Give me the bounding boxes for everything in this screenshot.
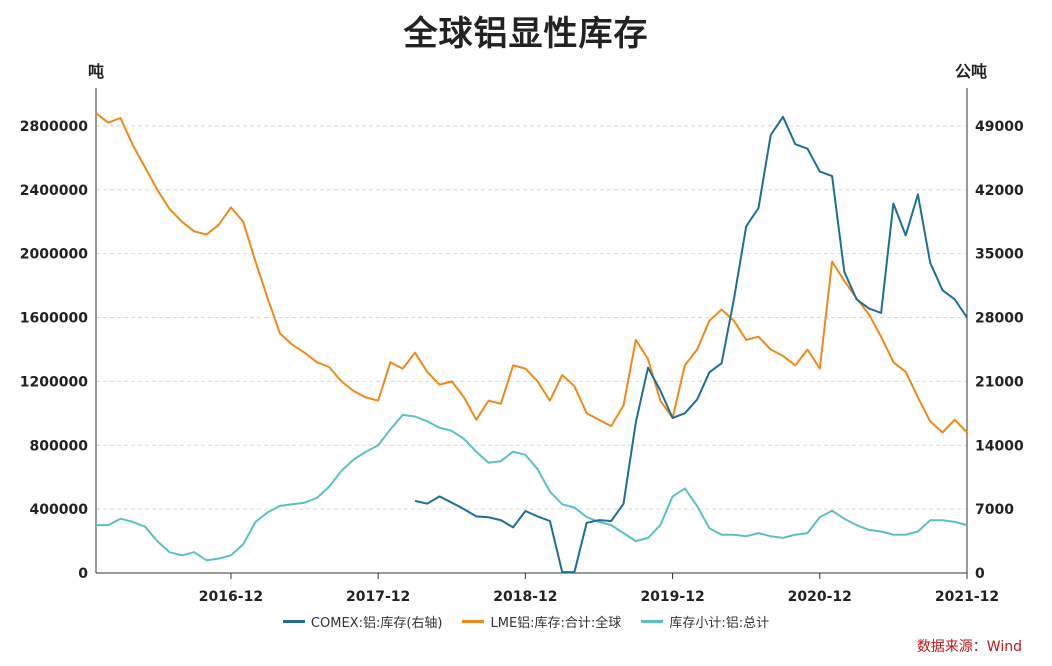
chart-title: 全球铝显性库存 bbox=[403, 14, 649, 54]
legend-swatch bbox=[462, 620, 485, 623]
x-tick-label: 2020-12 bbox=[788, 589, 852, 605]
legend-label: LME铝:库存:合计:全球 bbox=[490, 616, 622, 631]
y-tick-label: 0 bbox=[78, 566, 88, 582]
series-line-1 bbox=[95, 112, 968, 434]
x-tick-label: 2021-12 bbox=[935, 589, 999, 605]
y2-tick-label: 7000 bbox=[975, 502, 1014, 518]
gridlines bbox=[96, 125, 967, 510]
legend-item: LME铝:库存:合计:全球 bbox=[462, 612, 621, 631]
legend-swatch bbox=[282, 620, 305, 623]
y-tick-label: 800000 bbox=[30, 438, 89, 454]
y2-tick-label: 0 bbox=[975, 566, 985, 582]
legend-item: COMEX:铝:库存(右轴) bbox=[282, 612, 443, 631]
right-axis-unit: 公吨 bbox=[955, 62, 988, 81]
legend: COMEX:铝:库存(右轴) LME铝:库存:合计:全球 库存小计:铝:总计 bbox=[0, 612, 1052, 631]
x-tick-label: 2019-12 bbox=[640, 589, 704, 605]
x-tick-label: 2017-12 bbox=[346, 589, 410, 605]
data-source: 数据来源：Wind bbox=[916, 639, 1022, 655]
series-line-2 bbox=[96, 413, 968, 562]
left-axis-unit: 吨 bbox=[88, 62, 105, 81]
legend-item: 库存小计:铝:总计 bbox=[641, 612, 769, 631]
legend-label: 库存小计:铝:总计 bbox=[669, 616, 770, 631]
y-tick-label: 400000 bbox=[30, 502, 89, 518]
series-line-0 bbox=[414, 115, 968, 574]
legend-swatch bbox=[641, 620, 664, 623]
y2-tick-label: 21000 bbox=[975, 374, 1024, 390]
y2-tick-label: 42000 bbox=[975, 183, 1024, 199]
y2-tick-label: 35000 bbox=[975, 247, 1024, 263]
y-tick-label: 2400000 bbox=[20, 183, 88, 199]
y2-tick-label: 28000 bbox=[975, 311, 1024, 327]
x-tick-label: 2016-12 bbox=[199, 589, 263, 605]
y-tick-label: 1600000 bbox=[20, 311, 88, 327]
legend-label: COMEX:铝:库存(右轴) bbox=[310, 616, 443, 631]
y-tick-label: 2800000 bbox=[20, 119, 88, 135]
series-lines bbox=[95, 112, 968, 574]
tick-labels: 0 400000 800000 1200000 1600000 2000000 240000… bbox=[20, 119, 1024, 605]
y-tick-label: 1200000 bbox=[20, 374, 88, 390]
x-tick-label: 2018-12 bbox=[493, 589, 557, 605]
y2-tick-label: 14000 bbox=[975, 438, 1024, 454]
axes bbox=[95, 88, 968, 579]
y-tick-label: 2000000 bbox=[20, 247, 88, 263]
y2-tick-label: 49000 bbox=[975, 119, 1024, 135]
